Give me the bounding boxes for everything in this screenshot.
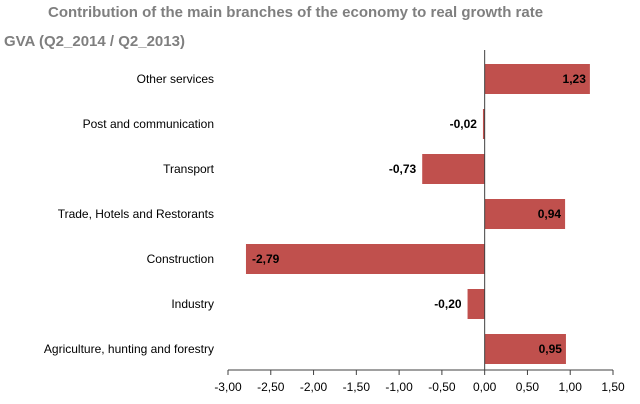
bar (484, 199, 566, 229)
category-label: Other services (137, 72, 214, 86)
x-tick-label: -3,00 (214, 380, 242, 394)
category-label: Agriculture, hunting and forestry (44, 342, 214, 356)
bar (482, 109, 485, 139)
value-label: 0,94 (538, 207, 562, 221)
labels-layer: Other services 1,23 Post and communication… (44, 72, 586, 356)
value-label: -0,73 (389, 162, 417, 176)
category-label: Transport (163, 162, 215, 176)
chart-title: Contribution of the main branches of the… (48, 4, 544, 21)
value-label: 1,23 (563, 72, 587, 86)
x-tick-label: -1,50 (343, 380, 371, 394)
x-tick-label: -2,50 (257, 380, 285, 394)
x-tick-label: 0,00 (473, 380, 497, 394)
bar (467, 289, 485, 319)
bar (484, 64, 590, 94)
x-tick-label: -0,50 (428, 380, 456, 394)
value-label: -0,20 (434, 297, 462, 311)
bar (245, 244, 485, 274)
x-tick-label: -1,00 (385, 380, 413, 394)
x-axis: -3,00 -2,50 -2,00 -1,50 -1,00 -0,50 0,00 0,50 1,… (214, 50, 625, 394)
category-label: Industry (171, 297, 214, 311)
x-tick-label: 1,50 (601, 380, 625, 394)
x-tick-label: -2,00 (300, 380, 328, 394)
bar (422, 154, 485, 184)
category-label: Post and communication (83, 117, 214, 131)
value-label: 0,95 (539, 342, 563, 356)
bar (484, 334, 566, 364)
value-label: -0,02 (450, 117, 478, 131)
x-tick-label: 0,50 (516, 380, 540, 394)
x-tick-label: 1,00 (559, 380, 583, 394)
value-label: -2,79 (252, 252, 280, 266)
category-label: Trade, Hotels and Restorants (58, 207, 214, 221)
category-label: Construction (147, 252, 214, 266)
bars-layer (245, 64, 590, 364)
chart-subtitle: GVA (Q2_2014 / Q2_2013) (4, 33, 185, 50)
